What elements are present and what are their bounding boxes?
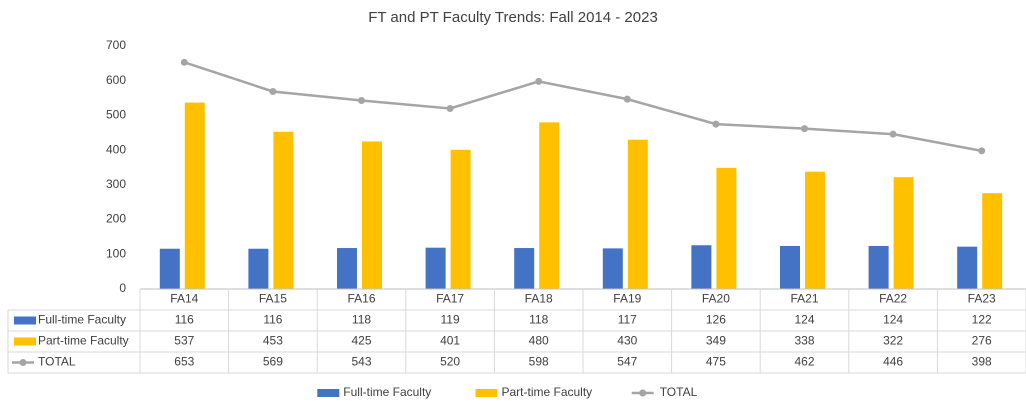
- y-tick-label: 500: [106, 108, 126, 122]
- table-row-label: Full-time Faculty: [38, 313, 126, 327]
- bar: [893, 177, 914, 289]
- table-cell: 124: [883, 313, 903, 327]
- point: [801, 125, 808, 133]
- table-cell: 118: [529, 313, 548, 327]
- table-cell: 462: [794, 355, 814, 369]
- y-tick-label: 700: [106, 38, 126, 52]
- table-cell: 543: [351, 355, 371, 369]
- bar: [982, 193, 1003, 289]
- table-cell: 520: [440, 355, 460, 369]
- bar: [691, 245, 712, 289]
- bar: [514, 248, 535, 289]
- table-cell: 119: [441, 313, 460, 327]
- legend-key: [317, 389, 340, 397]
- x-tick-label: FA15: [259, 292, 287, 306]
- point: [180, 58, 188, 66]
- table-cell: 118: [352, 313, 371, 327]
- x-tick-label: FA17: [436, 292, 464, 306]
- bar: [425, 247, 446, 289]
- y-tick-label: 100: [106, 246, 126, 260]
- x-tick-label: FA20: [702, 292, 730, 306]
- bar: [602, 248, 623, 289]
- x-tick-label: FA19: [613, 292, 641, 306]
- bar: [868, 245, 889, 289]
- y-tick-label: 400: [106, 142, 126, 156]
- x-tick-label: FA16: [347, 292, 375, 306]
- point: [623, 95, 631, 103]
- bar: [159, 248, 180, 289]
- y-tick-label: 0: [119, 281, 126, 295]
- bar: [957, 246, 978, 289]
- bar: [716, 167, 737, 289]
- x-tick-label: FA18: [525, 292, 553, 306]
- legend-key: [475, 389, 498, 397]
- bar: [362, 141, 382, 289]
- legend-key: [19, 359, 27, 366]
- legend-key: [639, 389, 647, 397]
- bar: [627, 139, 648, 289]
- legend-key: [14, 337, 36, 346]
- table-cell: 547: [617, 355, 637, 369]
- point: [358, 97, 365, 105]
- legend-label: Part-time Faculty: [502, 385, 593, 399]
- line: [183, 61, 982, 153]
- legend-label: TOTAL: [660, 385, 698, 399]
- y-tick-label: 600: [106, 73, 126, 87]
- table-cell: 116: [263, 313, 282, 327]
- y-tick-label: 300: [106, 177, 126, 191]
- table-cell: 398: [972, 355, 992, 369]
- table-cell: 122: [972, 313, 992, 327]
- table-cell: 401: [440, 334, 460, 348]
- table-cell: 349: [706, 334, 726, 348]
- table-cell: 322: [883, 334, 903, 348]
- x-tick-label: FA22: [879, 292, 907, 306]
- bar: [539, 122, 560, 289]
- table-cell: 430: [617, 334, 637, 348]
- table-cell: 480: [529, 334, 549, 348]
- bar: [805, 171, 825, 289]
- bar: [273, 131, 294, 289]
- table-cell: 569: [263, 355, 283, 369]
- table-cell: 117: [618, 313, 637, 327]
- bar: [780, 245, 800, 289]
- legend-label: Full-time Faculty: [343, 385, 431, 399]
- table-cell: 537: [174, 334, 194, 348]
- table-cell: 598: [529, 355, 549, 369]
- x-tick-label: FA14: [170, 292, 198, 306]
- table-cell: 338: [794, 334, 814, 348]
- x-tick-label: FA23: [968, 292, 996, 306]
- table-cell: 126: [706, 313, 726, 327]
- chart-title: FT and PT Faculty Trends: Fall 2014 - 20…: [368, 9, 658, 26]
- table-cell: 425: [351, 334, 371, 348]
- table-cell: 653: [174, 355, 194, 369]
- bar: [248, 248, 269, 289]
- table-cell: 116: [175, 313, 194, 327]
- bar: [184, 102, 205, 289]
- bar: [450, 149, 471, 289]
- x-tick-label: FA21: [790, 292, 818, 306]
- table-cell: 475: [706, 355, 726, 369]
- table-row-label: TOTAL: [38, 355, 76, 369]
- table-cell: 124: [794, 313, 814, 327]
- table-cell: 276: [972, 334, 992, 348]
- table-cell: 446: [883, 355, 903, 369]
- point: [446, 104, 454, 112]
- table-row-label: Part-time Faculty: [38, 334, 129, 348]
- point: [712, 120, 720, 128]
- point: [535, 77, 543, 85]
- y-tick-label: 200: [106, 212, 126, 226]
- bar: [337, 248, 357, 289]
- point: [269, 87, 277, 95]
- legend-key: [14, 316, 36, 325]
- point: [978, 147, 986, 155]
- table-cell: 453: [263, 334, 283, 348]
- point: [889, 130, 897, 138]
